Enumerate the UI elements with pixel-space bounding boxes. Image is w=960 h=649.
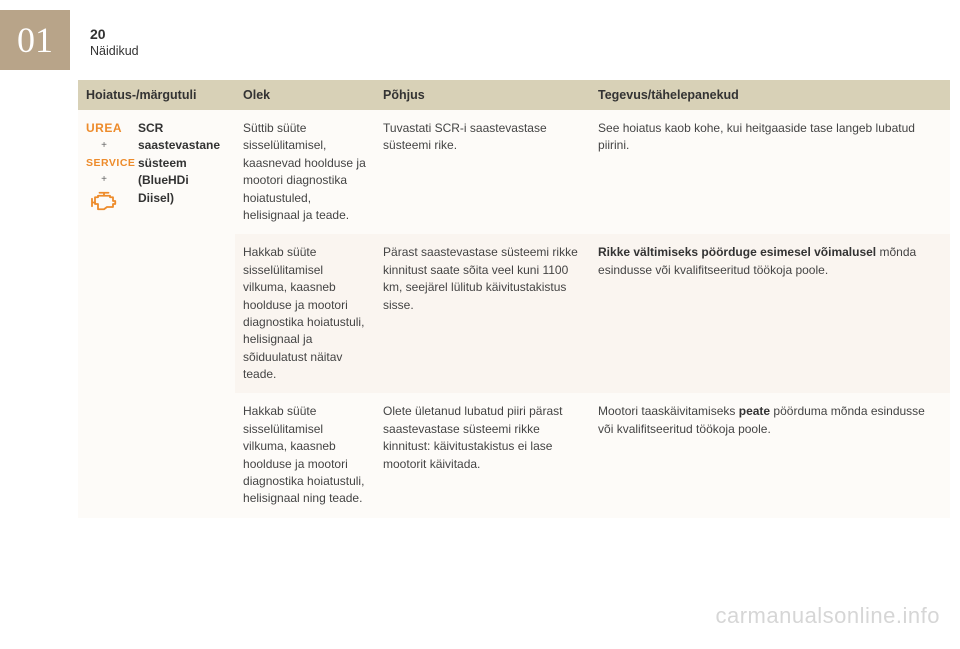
col-header-indicator: Hoiatus-/märgutuli — [78, 80, 235, 110]
section-title: Näidikud — [90, 44, 139, 58]
action-cell: Mootori taaskäivitamiseks peate pöörduma… — [590, 393, 950, 517]
service-icon: SERVICE — [86, 156, 122, 171]
watermark: carmanualsonline.info — [715, 603, 940, 629]
table-header-row: Hoiatus-/märgutuli Olek Põhjus Tegevus/t… — [78, 80, 950, 110]
action-cell: See hoiatus kaob kohe, kui heitgaaside t… — [590, 110, 950, 234]
action-bold: Rikke vältimiseks pöörduge esimesel võim… — [598, 245, 876, 259]
col-header-cause: Põhjus — [375, 80, 590, 110]
warning-table: Hoiatus-/märgutuli Olek Põhjus Tegevus/t… — [78, 80, 950, 518]
cause-cell: Pärast saastevastase süsteemi rikke kinn… — [375, 234, 590, 393]
indicator-icons-cell: UREA + SERVICE + — [78, 110, 130, 518]
cause-cell: Tuvastati SCR-i saastevastase süsteemi r… — [375, 110, 590, 234]
system-label-cell: SCR saastevastane süsteem (BlueHDi Diise… — [130, 110, 235, 518]
engine-icon — [86, 190, 122, 217]
table-row: UREA + SERVICE + SCR saastevastane süste… — [78, 110, 950, 234]
col-header-action: Tegevus/tähelepanekud — [590, 80, 950, 110]
system-label: SCR saastevastane süsteem (BlueHDi Diise… — [138, 121, 220, 205]
status-cell: Hakkab süüte sisselülitamisel vilkuma, k… — [235, 234, 375, 393]
chapter-badge: 01 — [0, 10, 70, 70]
plus-icon: + — [86, 173, 122, 188]
cause-cell: Olete ületanud lubatud piiri pärast saas… — [375, 393, 590, 517]
status-cell: Süttib süüte sisselülitamisel, kaasnevad… — [235, 110, 375, 234]
action-pre: Mootori taaskäivitamiseks — [598, 404, 739, 418]
status-cell: Hakkab süüte sisselülitamisel vilkuma, k… — [235, 393, 375, 517]
action-bold: peate — [739, 404, 770, 418]
col-header-status: Olek — [235, 80, 375, 110]
plus-icon: + — [86, 139, 122, 154]
urea-icon: UREA — [86, 120, 122, 137]
action-cell: Rikke vältimiseks pöörduge esimesel võim… — [590, 234, 950, 393]
page-number: 20 — [90, 26, 106, 42]
action-text: See hoiatus kaob kohe, kui heitgaaside t… — [598, 121, 915, 152]
